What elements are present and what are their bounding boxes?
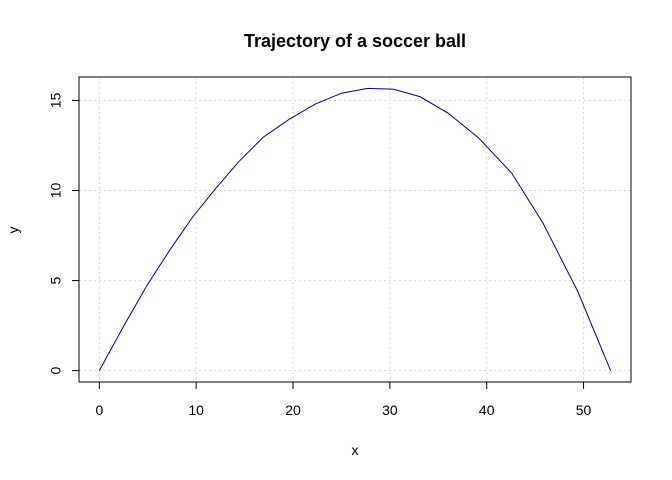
x-tick-label: 10 bbox=[188, 402, 204, 418]
y-axis-label: y bbox=[5, 227, 21, 234]
x-tick-label: 0 bbox=[95, 402, 103, 418]
trajectory-line bbox=[98, 87, 612, 371]
y-tick-label: 5 bbox=[48, 276, 64, 284]
grid-layer bbox=[79, 77, 631, 382]
chart-title: Trajectory of a soccer ball bbox=[244, 31, 466, 51]
x-tick-label: 20 bbox=[285, 402, 301, 418]
y-tick-label: 15 bbox=[48, 92, 64, 108]
axes-layer: 0 10 20 30 40 50 0 5 10 15 bbox=[48, 92, 592, 418]
plot-area-border bbox=[78, 76, 632, 383]
x-tick-label: 50 bbox=[576, 402, 592, 418]
x-axis-label: x bbox=[352, 442, 359, 458]
x-tick-label: 30 bbox=[382, 402, 398, 418]
series-layer bbox=[98, 87, 612, 371]
y-tick-label: 10 bbox=[48, 182, 64, 198]
y-tick-label: 0 bbox=[48, 367, 64, 375]
x-tick-label: 40 bbox=[479, 402, 495, 418]
